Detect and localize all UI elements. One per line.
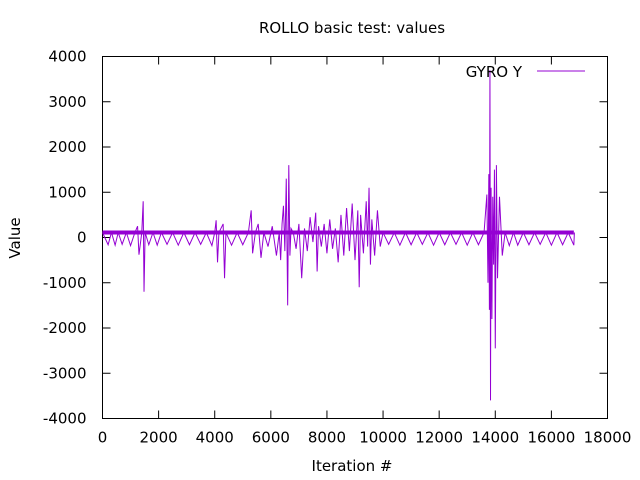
series-line-gyro-y <box>102 70 575 401</box>
y-tick-label: 1000 <box>48 183 86 201</box>
x-tick-label: 16000 <box>528 429 576 447</box>
x-tick-label: 2000 <box>140 429 178 447</box>
x-tick-label: 14000 <box>471 429 519 447</box>
y-tick-label: 3000 <box>48 93 86 111</box>
y-tick-label: -3000 <box>43 364 87 382</box>
y-tick-label: -4000 <box>43 410 87 428</box>
x-tick-label: 10000 <box>359 429 407 447</box>
legend: GYRO Y <box>466 63 585 81</box>
x-tick-label: 0 <box>98 429 108 447</box>
series-layer <box>102 70 575 401</box>
y-axis-ticks: -4000 -3000 -2000 -1000 0 1000 2000 3000 4000 <box>43 48 608 428</box>
y-tick-label: -2000 <box>43 319 87 337</box>
x-tick-label: 4000 <box>196 429 234 447</box>
y-tick-label: 0 <box>77 229 87 247</box>
legend-label-gyro-y: GYRO Y <box>466 63 523 81</box>
y-axis-title: Value <box>6 217 24 258</box>
y-tick-label: 4000 <box>48 48 86 66</box>
x-tick-label: 8000 <box>308 429 346 447</box>
chart-title: ROLLO basic test: values <box>259 19 445 37</box>
x-axis-ticks: 0 2000 4000 6000 8000 10000 12000 14000 16000 180… <box>98 56 632 447</box>
x-tick-label: 6000 <box>252 429 290 447</box>
y-tick-label: -1000 <box>43 274 87 292</box>
x-tick-label: 12000 <box>415 429 463 447</box>
x-tick-label: 18000 <box>584 429 632 447</box>
x-axis-title: Iteration # <box>312 457 393 475</box>
y-tick-label: 2000 <box>48 138 86 156</box>
series-gyro-y <box>102 70 575 401</box>
